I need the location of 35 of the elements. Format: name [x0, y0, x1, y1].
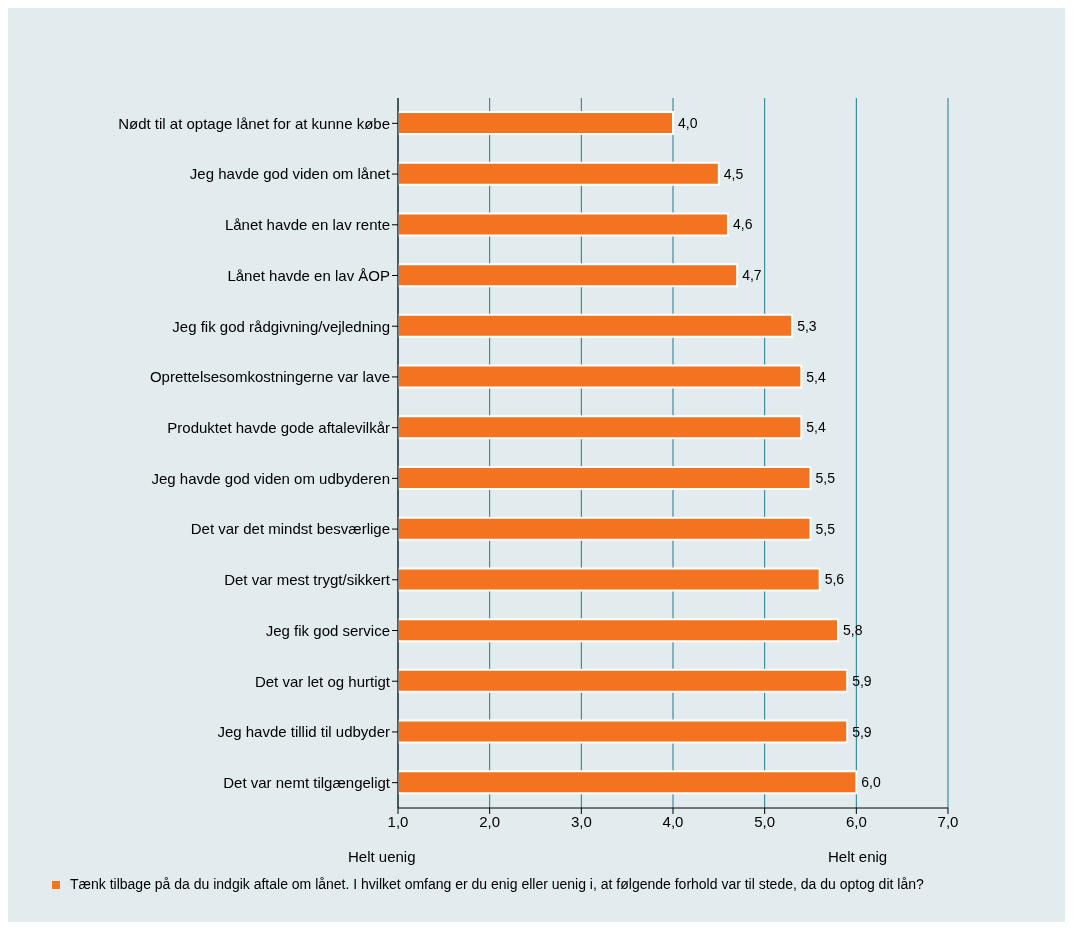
y-tick-label: Lånet havde en lav ÅOP [227, 266, 390, 284]
text: Helt uenig [348, 848, 416, 865]
legend-label: Tænk tilbage på da du indgik aftale om lånet. I hvilket omfang er du enig eller uenig i, at følgende forhold var til stede, da du optog dit lån? [70, 876, 924, 892]
data-label: 5,3 [797, 317, 817, 334]
y-tick-label: Jeg fik god rådgivning/vejledning [172, 317, 390, 335]
data-label: 4,7 [742, 267, 762, 284]
data-label: 4,6 [733, 216, 753, 233]
y-tick-label: Produktet havde gode aftalevilkår [167, 418, 390, 436]
y-tick-label: Det var mest trygt/sikkert [224, 571, 391, 589]
y-tick-label: Jeg havde god viden om lånet [189, 165, 391, 183]
y-tick-label: Jeg havde tillid til udbyder [217, 723, 390, 741]
x-tick-label: 5,0 [754, 812, 776, 830]
y-tick-label: Det var det mindst besværlige [190, 520, 390, 538]
text: Helt enig [828, 848, 888, 865]
data-label: 5,5 [815, 469, 836, 486]
data-label: 4,0 [678, 114, 698, 131]
y-tick-label: Lånet havde en lav rente [224, 216, 390, 234]
data-label: 5,5 [815, 520, 836, 537]
data-label: 6,0 [861, 774, 882, 791]
x-tick-label: 3,0 [570, 812, 592, 830]
x-tick-label: 2,0 [479, 812, 501, 830]
x-tick-label: 1,0 [387, 812, 409, 830]
y-tick-label: Nødt til at optage lånet for at kunne købe [118, 114, 390, 132]
x-tick-label: 7,0 [937, 812, 959, 830]
y-tick-label: Jeg fik god service [265, 621, 390, 639]
y-tick-label: Det var nemt tilgængeligt [223, 773, 391, 791]
y-tick-label: Jeg havde god viden om udbyderen [151, 469, 390, 487]
data-label: 5,4 [806, 368, 827, 385]
data-label: 4,5 [723, 165, 744, 182]
x-tick-label: 6,0 [845, 812, 867, 830]
data-label: 5,6 [824, 571, 845, 588]
y-tick-label: Det var let og hurtigt [254, 672, 391, 690]
data-label: 5,4 [806, 419, 827, 436]
y-tick-label: Oprettelsesomkostningerne var lave [149, 368, 390, 386]
x-tick-label: 4,0 [662, 812, 684, 830]
